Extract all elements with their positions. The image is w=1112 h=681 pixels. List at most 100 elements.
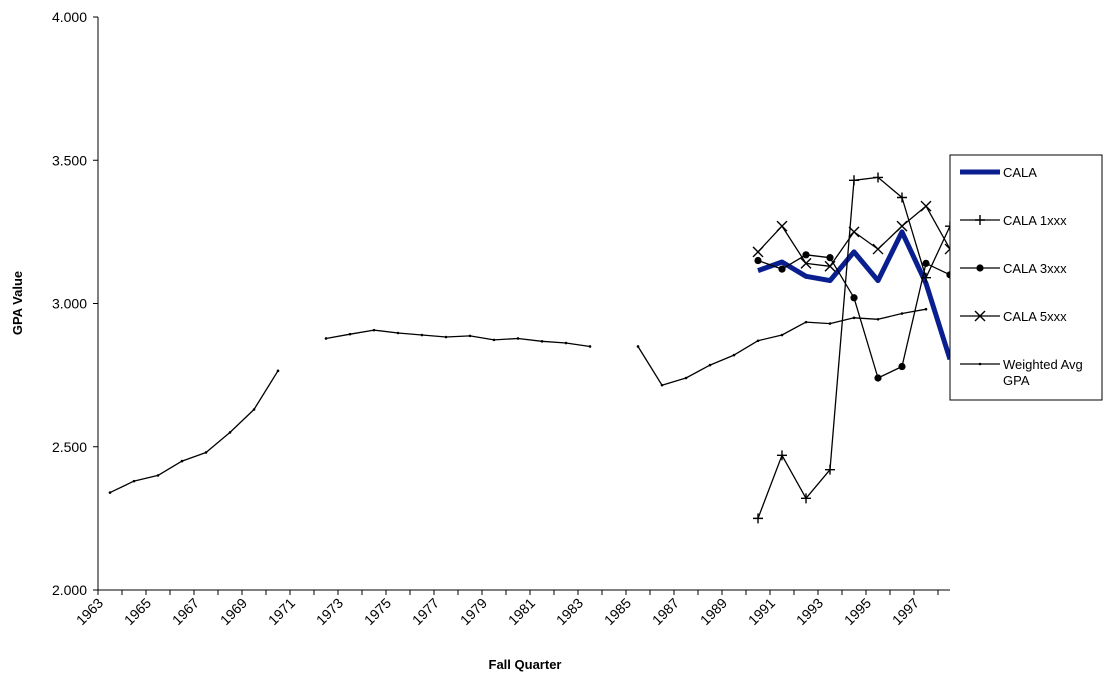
legend-marker-weighted-avg-gpa <box>978 362 982 366</box>
data-point-weighted-avg-gpa <box>804 320 808 324</box>
data-point-weighted-avg-gpa <box>396 331 400 335</box>
data-point-weighted-avg-gpa <box>636 345 640 348</box>
x-tick-label: 1977 <box>409 595 442 628</box>
series-line-cala-5xxx <box>757 205 975 267</box>
x-tick-label: 1985 <box>601 595 634 628</box>
data-point-cala-5xxx <box>800 257 812 269</box>
data-point-weighted-avg-gpa <box>228 431 232 434</box>
series-line-weighted-avg-gpa <box>109 370 279 494</box>
data-point-weighted-avg-gpa <box>900 312 904 315</box>
data-point-weighted-avg-gpa <box>708 363 712 367</box>
data-point-weighted-avg-gpa <box>444 335 448 339</box>
data-point-weighted-avg-gpa <box>660 383 664 387</box>
legend-label-weighted-avg-gpa: GPA <box>1003 373 1030 388</box>
data-point-weighted-avg-gpa <box>372 328 376 332</box>
data-point-weighted-avg-gpa <box>732 353 736 357</box>
data-point-weighted-avg-gpa <box>516 337 520 340</box>
data-point-weighted-avg-gpa <box>276 369 280 373</box>
data-point-weighted-avg-gpa <box>420 333 424 337</box>
y-tick-label: 4.000 <box>52 9 87 25</box>
data-point-weighted-avg-gpa <box>540 340 544 343</box>
series-line-weighted-avg-gpa <box>637 308 927 386</box>
data-point-weighted-avg-gpa <box>492 338 496 342</box>
x-axis-title: Fall Quarter <box>489 657 562 672</box>
data-point-cala-3xxx <box>898 362 906 371</box>
legend-marker-cala-1xxx <box>975 215 985 225</box>
x-tick-label: 1989 <box>697 595 730 628</box>
data-point-cala-3xxx <box>922 259 930 267</box>
plot-area: 2.000 2.500 3.000 3.500 4.000 1963 1965 1967 196… <box>52 9 980 628</box>
legend-marker-cala-5xxx <box>974 310 986 322</box>
data-point-cala-5xxx <box>920 200 932 212</box>
data-point-cala-3xxx <box>874 374 882 382</box>
data-point-cala-1xxx <box>753 513 763 524</box>
data-point-cala-3xxx <box>850 294 858 302</box>
data-point-cala-1xxx <box>897 192 907 203</box>
data-point-cala-1xxx <box>825 464 835 475</box>
series-line-cala-1xxx <box>757 176 975 519</box>
x-tick-label: 1983 <box>553 595 586 628</box>
x-tick-label: 1969 <box>217 595 250 628</box>
data-point-weighted-avg-gpa <box>324 337 328 340</box>
data-point-weighted-avg-gpa <box>156 474 160 477</box>
x-tick-label: 1973 <box>313 595 346 628</box>
data-point-cala-1xxx <box>873 172 883 183</box>
data-point-weighted-avg-gpa <box>780 333 784 337</box>
data-point-weighted-avg-gpa <box>132 479 136 483</box>
legend-label-cala-3xxx: CALA 3xxx <box>1003 261 1067 276</box>
y-tick-label: 3.500 <box>52 152 87 168</box>
y-tick-label: 2.500 <box>52 439 87 455</box>
data-point-weighted-avg-gpa <box>588 345 592 348</box>
legend-label-cala-1xxx: CALA 1xxx <box>1003 213 1067 228</box>
data-point-weighted-avg-gpa <box>348 332 352 336</box>
data-point-weighted-avg-gpa <box>252 408 256 411</box>
x-tick-label: 1967 <box>169 595 202 628</box>
series-line-cala <box>757 229 953 361</box>
data-point-weighted-avg-gpa <box>204 451 208 454</box>
legend-marker-cala-3xxx <box>976 264 984 272</box>
legend-label-cala-5xxx: CALA 5xxx <box>1003 309 1067 324</box>
legend-label-cala: CALA <box>1003 165 1037 180</box>
x-tick-label: 1997 <box>889 595 922 628</box>
data-point-cala-3xxx <box>802 251 810 259</box>
series-line-weighted-avg-gpa <box>325 329 591 348</box>
y-tick-label: 2.000 <box>52 582 87 598</box>
data-point-cala-5xxx <box>848 226 860 238</box>
data-point-weighted-avg-gpa <box>468 334 472 338</box>
y-tick-label: 3.000 <box>52 296 87 312</box>
x-tick-label: 1965 <box>121 595 154 628</box>
data-point-cala-5xxx <box>752 246 764 258</box>
data-point-weighted-avg-gpa <box>180 459 184 463</box>
x-tick-label: 1979 <box>457 595 490 628</box>
y-axis-title: GPA Value <box>10 271 25 335</box>
data-point-cala-1xxx <box>801 493 811 504</box>
data-point-weighted-avg-gpa <box>924 307 928 311</box>
x-tick-label: 1991 <box>745 595 778 628</box>
legend: CALA CALA 1xxx CALA 3xxx CALA 5xxx Weighted … <box>949 154 1103 401</box>
x-tick-label: 1975 <box>361 595 394 628</box>
data-point-weighted-avg-gpa <box>684 376 688 380</box>
data-point-cala-1xxx <box>849 175 859 186</box>
x-tick-label: 1993 <box>793 595 826 628</box>
legend-box <box>949 154 1103 401</box>
data-point-cala-3xxx <box>778 265 786 273</box>
data-point-cala-5xxx <box>872 243 884 255</box>
data-point-cala-3xxx <box>754 256 762 265</box>
data-point-cala-1xxx <box>777 450 787 461</box>
data-point-cala-3xxx <box>826 254 834 262</box>
data-point-weighted-avg-gpa <box>876 317 880 321</box>
data-point-cala-5xxx <box>776 220 788 232</box>
data-point-cala-5xxx <box>896 220 908 232</box>
data-point-cala-5xxx <box>824 260 836 272</box>
x-tick-label: 1981 <box>505 595 538 628</box>
x-tick-label: 1971 <box>265 595 298 628</box>
series-line-cala-3xxx <box>757 254 975 379</box>
x-tick-label: 1995 <box>841 595 874 628</box>
data-point-weighted-avg-gpa <box>828 322 832 325</box>
data-point-weighted-avg-gpa <box>756 339 760 343</box>
data-point-weighted-avg-gpa <box>564 341 568 345</box>
data-point-weighted-avg-gpa <box>852 316 856 320</box>
x-tick-label: 1963 <box>73 595 106 628</box>
data-point-weighted-avg-gpa <box>108 491 112 494</box>
